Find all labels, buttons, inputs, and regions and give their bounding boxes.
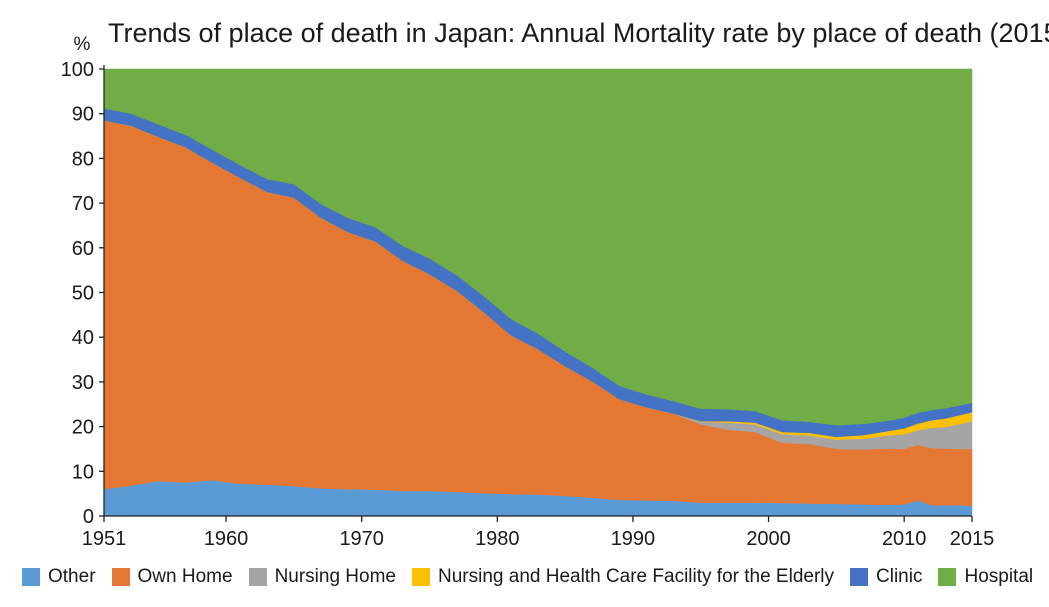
- x-tick-label: 2010: [882, 528, 927, 550]
- legend-swatch: [412, 568, 430, 586]
- y-axis-label: %: [74, 34, 91, 55]
- legend-label: Own Home: [137, 566, 233, 587]
- area-hospital: [103, 68, 973, 426]
- legend-item-other: Other: [22, 566, 96, 588]
- axes-group: 0 10 20 30 40 50 60 70 80 90 100 1951 1960 1970 1980 19…: [61, 59, 995, 550]
- legend-swatch: [938, 568, 957, 586]
- x-tick-label: 1970: [339, 528, 384, 550]
- x-tick-label: 2000: [746, 528, 791, 550]
- legend-label: Other: [48, 566, 96, 587]
- area-series-group: [103, 68, 973, 517]
- x-tick-label: 1990: [611, 528, 656, 550]
- legend-label: Hospital: [964, 566, 1034, 587]
- legend-label: Nursing Home: [274, 566, 396, 587]
- y-tick-label: 40: [72, 327, 94, 349]
- legend-swatch: [22, 568, 40, 586]
- chart-title: Trends of place of death in Japan: Annua…: [108, 18, 1049, 48]
- legend-label: Nursing and Health Care Facility for the…: [438, 566, 835, 587]
- legend-item-nursing-home: Nursing Home: [248, 566, 396, 588]
- y-tick-label: 60: [72, 238, 94, 260]
- legend-label: Clinic: [876, 566, 923, 587]
- y-tick-label: 10: [72, 461, 94, 483]
- y-tick-label: 50: [72, 283, 94, 305]
- chart-legend: Other Own Home Nursing Home Nursing and Hea…: [22, 566, 1049, 588]
- legend-item-own-home: Own Home: [111, 566, 233, 588]
- x-tick-label: 1951: [82, 528, 127, 550]
- legend-swatch: [850, 568, 869, 586]
- y-tick-label: 30: [72, 372, 94, 394]
- y-tick-label: 80: [72, 148, 94, 170]
- legend-item-nursing-and-health-care-facility-for-the-elderly: Nursing and Health Care Facility for the…: [412, 566, 834, 588]
- y-tick-label: 70: [72, 193, 94, 215]
- y-tick-label: 0: [83, 506, 94, 528]
- legend-swatch: [248, 568, 267, 586]
- x-tick-label: 1960: [204, 528, 249, 550]
- x-tick-label: 2015: [950, 528, 995, 550]
- y-tick-label: 100: [61, 59, 94, 81]
- legend-item-hospital: Hospital: [938, 566, 1033, 588]
- y-tick-label: 90: [72, 104, 94, 126]
- x-tick-label: 1980: [475, 528, 520, 550]
- y-tick-label: 20: [72, 417, 94, 439]
- legend-item-clinic: Clinic: [850, 566, 922, 588]
- legend-swatch: [111, 568, 130, 586]
